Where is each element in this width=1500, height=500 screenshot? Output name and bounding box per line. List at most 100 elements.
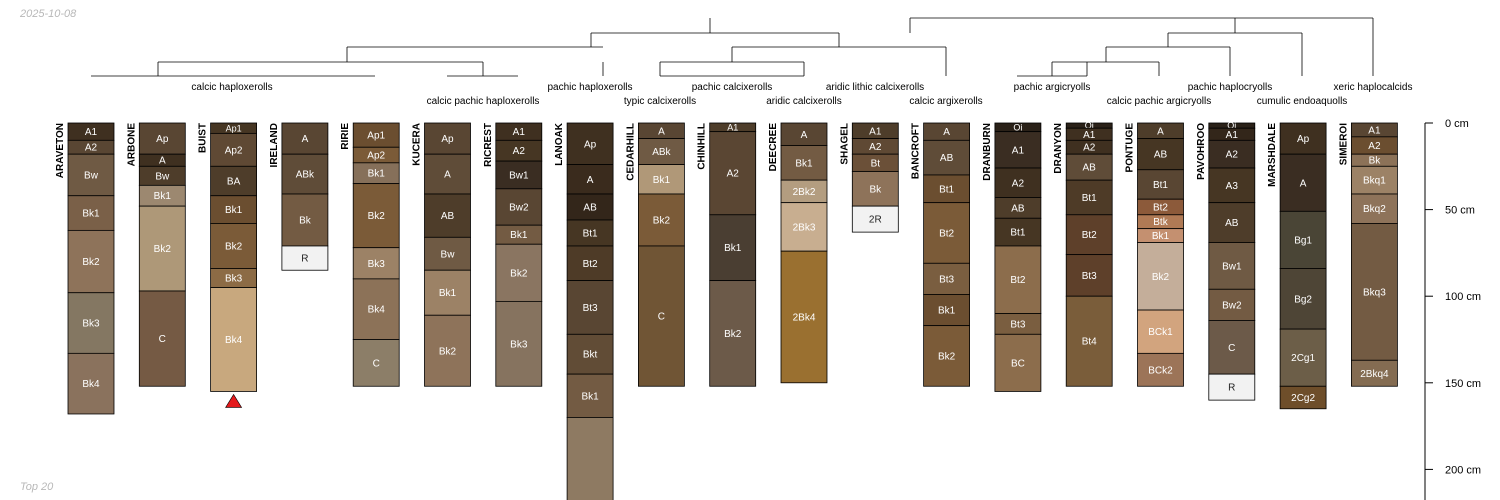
horizon-label: Bk2 — [724, 329, 742, 340]
horizon-2r — [851, 205, 899, 233]
profile-name: BUIST — [198, 123, 209, 153]
horizon-label: BCk2 — [1148, 365, 1173, 376]
profile-shagel: SHAGEL A1 A2 Bt Bk 2R — [839, 122, 899, 233]
horizon-bt1 — [923, 174, 970, 204]
profile-lanoak: LANOAK Ap A AB Bt1 Bt2 Bt3 Bkt Bk1 — [554, 122, 614, 500]
horizon-label: C — [1228, 343, 1235, 354]
profile-simeroi: SIMEROI A1 A2 Bk Bkq1 Bkq2 Bkq3 2Bkq4 — [1338, 122, 1398, 387]
horizon-label: AB — [1083, 163, 1097, 174]
horizon-2cg1 — [1279, 328, 1327, 387]
taxon-label: cumulic endoaquolls — [1257, 96, 1348, 107]
taxon-label: pachic calcixerolls — [692, 82, 773, 93]
horizon-label: Bk3 — [510, 339, 528, 350]
horizon-label: 2Bk3 — [793, 222, 816, 233]
depth-axis: 0 cm 50 cm 100 cm 150 cm 200 cm — [1424, 118, 1481, 500]
figure-caption: Top 20 — [20, 481, 54, 493]
profile-arbone: ARBONE Ap A Bw Bk1 Bk2 C — [126, 122, 186, 387]
horizon-label: A2 — [513, 146, 526, 157]
horizon-ab — [1208, 202, 1256, 243]
horizon-label: Bk1 — [510, 230, 528, 241]
horizon-label: Bt3 — [939, 274, 954, 285]
taxon-label: calcic pachic argicryolls — [1107, 96, 1211, 107]
horizon-label: A2 — [727, 169, 740, 180]
horizon-label: Bk2 — [653, 215, 671, 226]
horizon-label: R — [1228, 383, 1235, 394]
horizon-label: 2R — [869, 215, 882, 226]
horizon-label: AB — [441, 211, 455, 222]
taxon-label: calcic argixerolls — [909, 96, 982, 107]
horizon-label: Bt1 — [1082, 193, 1097, 204]
horizon-bkt — [566, 333, 614, 375]
horizon-label: Bk3 — [225, 274, 243, 285]
horizon-label: Bk1 — [225, 205, 243, 216]
taxon-label: pachic argicryolls — [1014, 82, 1091, 93]
profile-name: BANCROFT — [911, 123, 922, 179]
horizon-bt3 — [1065, 254, 1113, 297]
horizon-label: Bt2 — [1010, 275, 1025, 286]
profile-bancroft: BANCROFT A AB Bt1 Bt2 Bt3 Bk1 Bk2 — [911, 122, 970, 387]
horizon-label: Ap — [584, 139, 597, 150]
horizon-ap — [1279, 122, 1327, 155]
horizon-ab — [923, 139, 970, 176]
horizon-label: 2Cg1 — [1291, 353, 1315, 364]
taxon-label: pachic haplocryolls — [1188, 82, 1273, 93]
horizon-bk1 — [638, 164, 685, 195]
profile-cedarhill: CEDARHILL A ABk Bk1 Bk2 C — [625, 122, 685, 387]
horizon-bk2 — [495, 243, 543, 302]
horizon-label: AB — [1225, 218, 1239, 229]
horizon-bk1 — [210, 195, 258, 224]
horizon-a1 — [994, 131, 1042, 169]
axis-tick-label: 200 cm — [1445, 464, 1481, 476]
horizon-label: Ap1 — [226, 123, 242, 133]
horizon-bk2 — [424, 314, 471, 387]
horizon-ap2 — [210, 132, 258, 167]
taxon-label: pachic haploxerolls — [547, 82, 632, 93]
taxon-label: aridic lithic calcixerolls — [826, 82, 924, 93]
profile-name: LANOAK — [554, 122, 565, 166]
profile-name: DRANBURN — [982, 123, 993, 181]
horizon-label: Bkq1 — [1363, 176, 1386, 187]
horizon-abk — [281, 153, 329, 195]
horizon-label: Bt3 — [1082, 271, 1097, 282]
horizon-label: Bk1 — [653, 175, 671, 186]
horizon-bk3 — [495, 300, 543, 387]
horizon-label: Bk4 — [368, 305, 386, 316]
horizon-c — [352, 339, 400, 387]
horizon-label: Bk2 — [82, 257, 100, 268]
horizon-label: Bw — [441, 249, 456, 260]
axis-tick-label: 0 cm — [1445, 118, 1469, 130]
horizon-label: A1 — [869, 126, 882, 137]
horizon-bt2 — [994, 245, 1042, 314]
horizon-bt4 — [1065, 295, 1113, 387]
horizon-ap1 — [352, 122, 400, 148]
profile-buist: BUIST Ap1 Ap2 BA Bk1 Bk2 Bk3 Bk4 — [198, 122, 258, 408]
horizon-label: A1 — [1368, 125, 1381, 136]
horizon-label: AB — [1011, 203, 1025, 214]
horizon-label: Ap2 — [367, 151, 385, 162]
profile-ririe: RIRIE Ap1 Ap2 Bk1 Bk2 Bk3 Bk4 C — [340, 122, 400, 387]
axis-tick-label: 100 cm — [1445, 291, 1481, 303]
horizon-label: Bw1 — [509, 170, 529, 181]
horizon-a2 — [709, 131, 757, 216]
horizon-abk — [638, 138, 685, 165]
horizon-bk1 — [566, 373, 614, 418]
profile-deecree: DEECREE A Bk1 2Bk2 2Bk3 2Bk4 — [768, 122, 828, 384]
horizon-bw2 — [1208, 288, 1256, 321]
horizon-label: Bt4 — [1082, 337, 1097, 348]
horizon-label: Bt2 — [939, 228, 954, 239]
horizon-label: Bk2 — [510, 268, 528, 279]
horizon-bw — [67, 153, 115, 197]
profile-name: KUCERA — [412, 123, 423, 166]
horizon-bk1 — [424, 269, 471, 316]
profile-dranburn: DRANBURN Oi A1 A2 AB Bt1 Bt2 Bt3 BC — [982, 122, 1042, 392]
horizon-label: Ap2 — [225, 145, 243, 156]
horizon-label: Bt1 — [939, 184, 954, 195]
profile-name: SIMEROI — [1338, 123, 1349, 165]
profile-name: PAVOHROO — [1196, 123, 1207, 180]
horizon-label: Bw2 — [1222, 300, 1242, 311]
horizon-label: Bk2 — [938, 351, 956, 362]
horizon-label: 2Bkq4 — [1360, 369, 1389, 380]
date-stamp: 2025-10-08 — [20, 8, 77, 20]
